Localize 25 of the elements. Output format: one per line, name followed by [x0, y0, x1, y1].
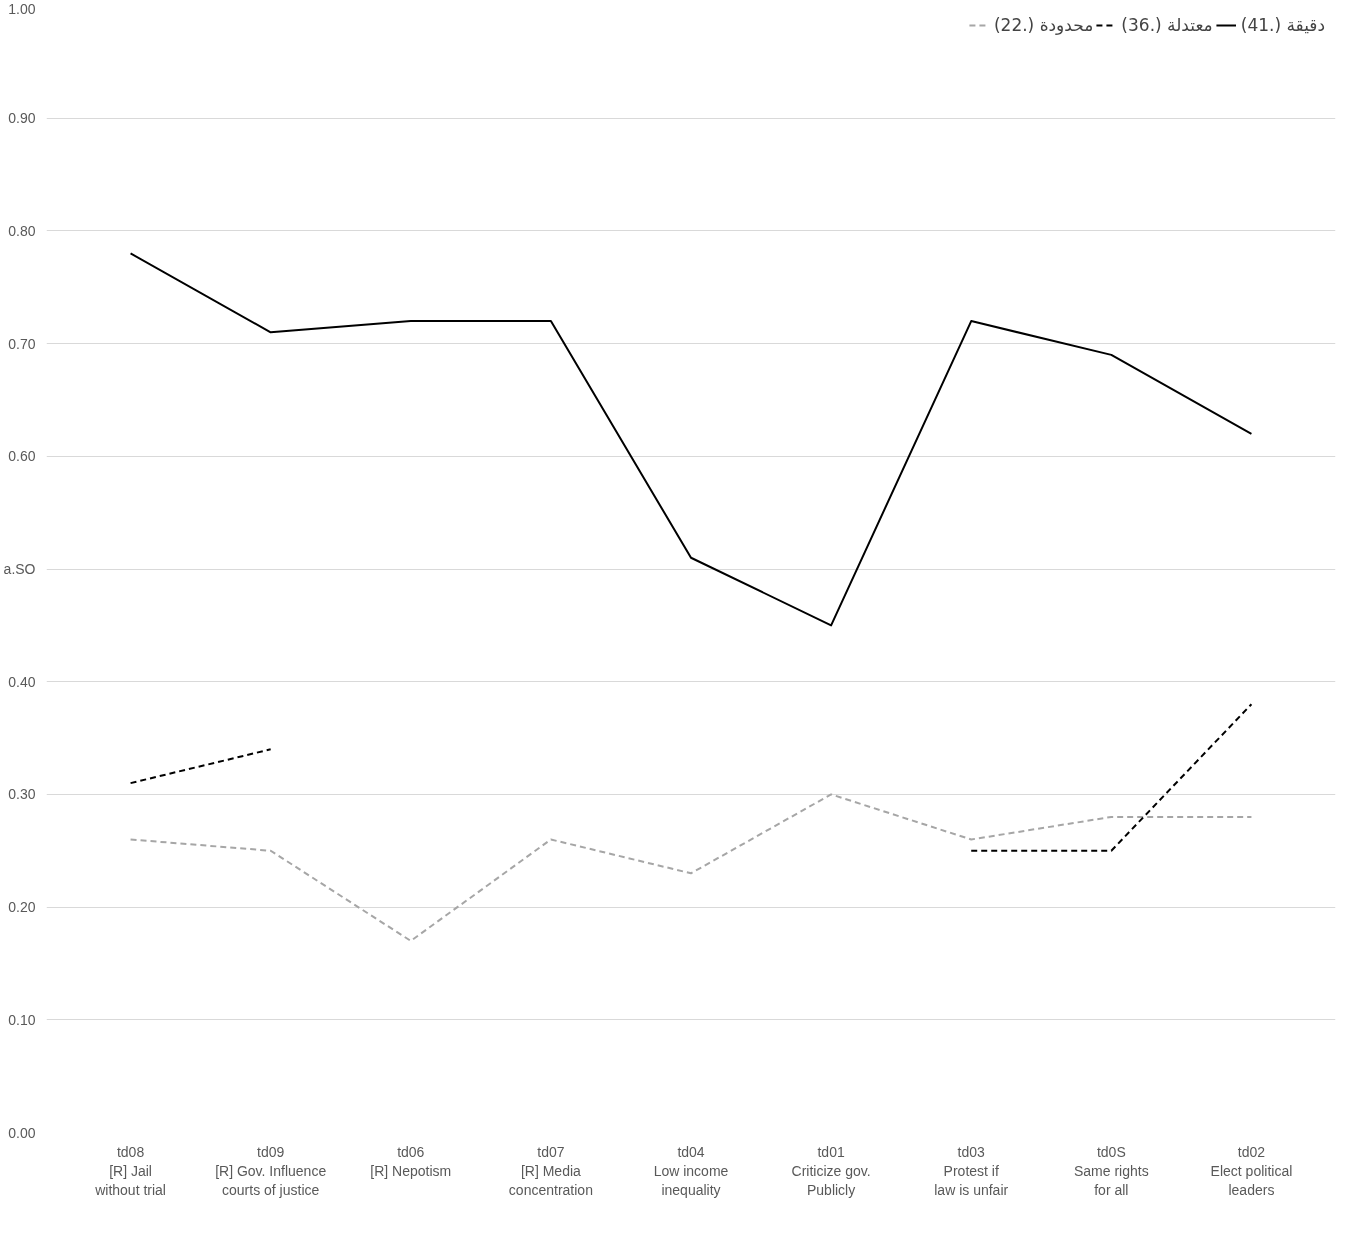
line-series: [129, 252, 1253, 627]
x-tick-label: td04 Low income inequality: [653, 1143, 729, 1198]
y-tick-label: 0.30: [8, 786, 36, 803]
y-tick-label: 0.80: [8, 222, 36, 239]
legend-label: معتدلة (.36): [1121, 15, 1213, 35]
y-tick-label: 0.10: [8, 1011, 36, 1028]
x-tick-label: td01 Criticize gov. Publicly: [791, 1143, 871, 1198]
y-tick-label: 1.00: [8, 0, 36, 17]
y-tick-label: 0.70: [8, 335, 36, 352]
x-tick-label: td08 [R] Jail without trial: [94, 1143, 166, 1198]
legend-label: دقيقة (.41): [1240, 15, 1325, 35]
y-tick-label: 0.00: [8, 1124, 36, 1141]
x-tick-label: td09 [R] Gov. Influence courts of justice: [215, 1143, 327, 1198]
y-tick-label: 0.40: [8, 673, 36, 690]
x-tick-label: td03 Protest if law is unfair: [934, 1143, 1009, 1198]
x-tick-label: td02 Elect political leaders: [1210, 1143, 1293, 1198]
y-tick-label: 0.20: [8, 899, 36, 916]
y-tick-label: 0.60: [8, 448, 36, 465]
y-tick-label: 0.90: [8, 110, 36, 127]
legend-label: محدودة (.22): [993, 15, 1094, 35]
y-tick-label: a.SO: [3, 561, 36, 577]
x-tick-label: td06 [R] Nepotism: [370, 1143, 452, 1179]
x-tick-label: td0S Same rights for all: [1073, 1143, 1149, 1198]
line-series: [129, 793, 1253, 942]
x-tick-label: td07 [R] Media concentration: [508, 1143, 593, 1198]
